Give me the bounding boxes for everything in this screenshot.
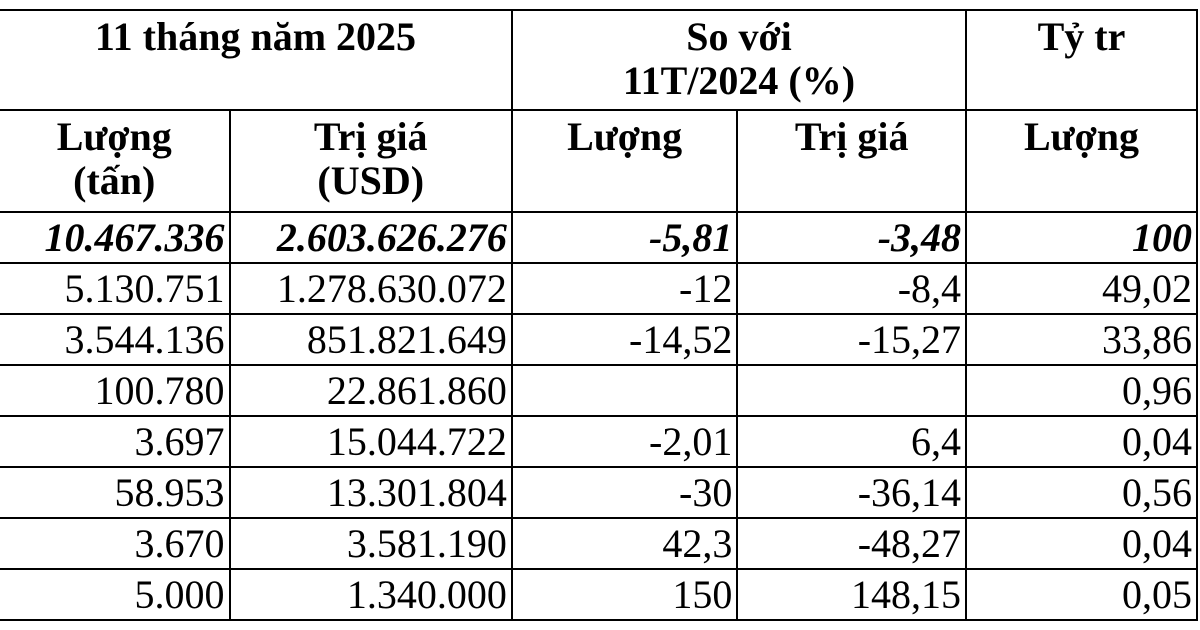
data-cell: -12 <box>510 262 739 315</box>
column-header: Lượng <box>510 109 739 213</box>
data-cell <box>510 364 739 417</box>
column-header: Lượng <box>965 109 1198 213</box>
data-cell: 1.278.630.072 <box>228 262 513 315</box>
data-cell: 148,15 <box>736 568 968 621</box>
data-cell: 3.544.136 <box>0 313 231 366</box>
data-cell: 22.861.860 <box>228 364 513 417</box>
data-cell: 15.044.722 <box>228 415 513 468</box>
data-cell: 6,4 <box>736 415 968 468</box>
data-cell: 0,56 <box>965 466 1198 519</box>
data-cell: 150 <box>510 568 739 621</box>
data-cell: -36,14 <box>736 466 968 519</box>
column-header: Trị giá <box>736 109 968 213</box>
group-header: So với 11T/2024 (%) <box>510 9 968 111</box>
data-cell: 3.697 <box>0 415 231 468</box>
data-cell: 10.467.336 <box>0 211 231 264</box>
data-row: 3.544.136 851.821.649 -14,52 -15,27 33,86 <box>0 313 1198 366</box>
data-row: 58.953 13.301.804 -30 -36,14 0,56 <box>0 466 1198 519</box>
data-cell: 33,86 <box>965 313 1198 366</box>
data-cell: -48,27 <box>736 517 968 570</box>
data-row: 3.697 15.044.722 -2,01 6,4 0,04 <box>0 415 1198 468</box>
data-cell: 42,3 <box>510 517 739 570</box>
data-cell: 0,96 <box>965 364 1198 417</box>
data-cell: 3.670 <box>0 517 231 570</box>
data-cell: -8,4 <box>736 262 968 315</box>
column-header: Trị giá (USD) <box>228 109 513 213</box>
column-header-row: Lượng (tấn) Trị giá (USD) Lượng Trị giá Lượn… <box>0 109 1198 213</box>
data-cell: 49,02 <box>965 262 1198 315</box>
data-cell: 0,05 <box>965 568 1198 621</box>
data-cell: 3.581.190 <box>228 517 513 570</box>
data-cell: 851.821.649 <box>228 313 513 366</box>
data-table: 11 tháng năm 2025 So với 11T/2024 (%) Tỷ t… <box>0 9 1198 621</box>
data-row: 5.130.751 1.278.630.072 -12 -8,4 49,02 <box>0 262 1198 315</box>
column-header: Lượng (tấn) <box>0 109 231 213</box>
data-row: 5.000 1.340.000 150 148,15 0,05 <box>0 568 1198 621</box>
data-cell <box>736 364 968 417</box>
data-cell: 0,04 <box>965 415 1198 468</box>
data-cell: 5.000 <box>0 568 231 621</box>
data-cell: -2,01 <box>510 415 739 468</box>
data-row: 3.670 3.581.190 42,3 -48,27 0,04 <box>0 517 1198 570</box>
group-header: 11 tháng năm 2025 <box>0 9 513 111</box>
data-cell: 13.301.804 <box>228 466 513 519</box>
data-cell: -14,52 <box>510 313 739 366</box>
data-cell: -15,27 <box>736 313 968 366</box>
data-cell: 58.953 <box>0 466 231 519</box>
data-cell: 0,04 <box>965 517 1198 570</box>
data-cell: 5.130.751 <box>0 262 231 315</box>
data-cell: -5,81 <box>510 211 739 264</box>
data-cell: 100.780 <box>0 364 231 417</box>
data-cell: -30 <box>510 466 739 519</box>
data-row: 100.780 22.861.860 0,96 <box>0 364 1198 417</box>
group-header: Tỷ tr <box>965 9 1198 111</box>
group-header-row: 11 tháng năm 2025 So với 11T/2024 (%) Tỷ t… <box>0 9 1198 111</box>
total-row: 10.467.336 2.603.626.276 -5,81 -3,48 100 <box>0 211 1198 264</box>
data-cell: 1.340.000 <box>228 568 513 621</box>
data-cell: -3,48 <box>736 211 968 264</box>
data-cell: 2.603.626.276 <box>228 211 513 264</box>
data-cell: 100 <box>965 211 1198 264</box>
